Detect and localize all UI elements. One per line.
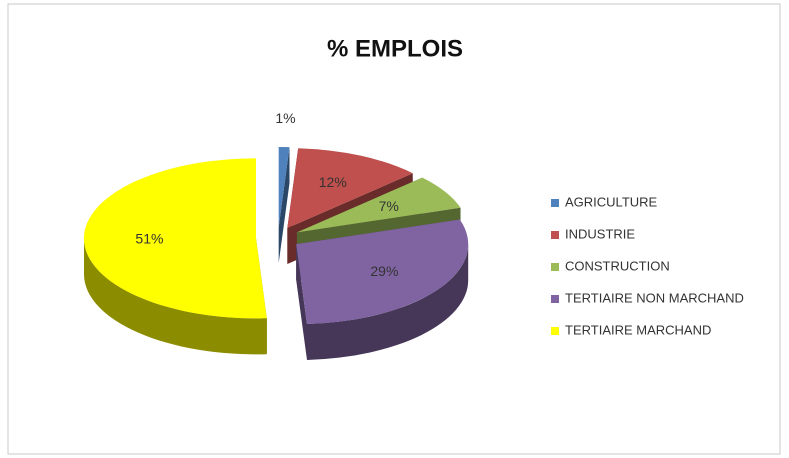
legend-swatch <box>551 295 559 303</box>
data-label: 1% <box>275 110 295 126</box>
legend-swatch <box>551 327 559 335</box>
data-label: 51% <box>135 231 163 247</box>
legend-label: TERTIAIRE MARCHAND <box>565 322 711 337</box>
legend-label: CONSTRUCTION <box>565 258 670 273</box>
data-label: 7% <box>379 198 399 214</box>
slice-wall <box>84 238 267 355</box>
slice-side <box>278 147 290 264</box>
legend-swatch <box>551 263 559 271</box>
pie: 1% 12% 7% 29% 51% <box>83 110 469 361</box>
slice-wall <box>307 244 469 361</box>
legend-label: AGRICULTURE <box>565 194 658 209</box>
slice <box>296 177 461 233</box>
chart-title: % EMPLOIS <box>327 35 463 62</box>
slice <box>287 148 413 229</box>
legend-swatch <box>551 231 559 239</box>
legend: AGRICULTURE INDUSTRIE CONSTRUCTION TERTIAIR… <box>551 194 744 337</box>
slice <box>83 158 267 319</box>
legend-label: INDUSTRIE <box>565 226 635 241</box>
data-label: 12% <box>319 174 347 190</box>
slice-side <box>296 244 307 361</box>
slice <box>278 147 290 228</box>
legend-label: TERTIAIRE NON MARCHAND <box>565 290 744 305</box>
legend-swatch <box>551 199 559 207</box>
data-label: 29% <box>370 263 398 279</box>
slice <box>296 219 469 325</box>
